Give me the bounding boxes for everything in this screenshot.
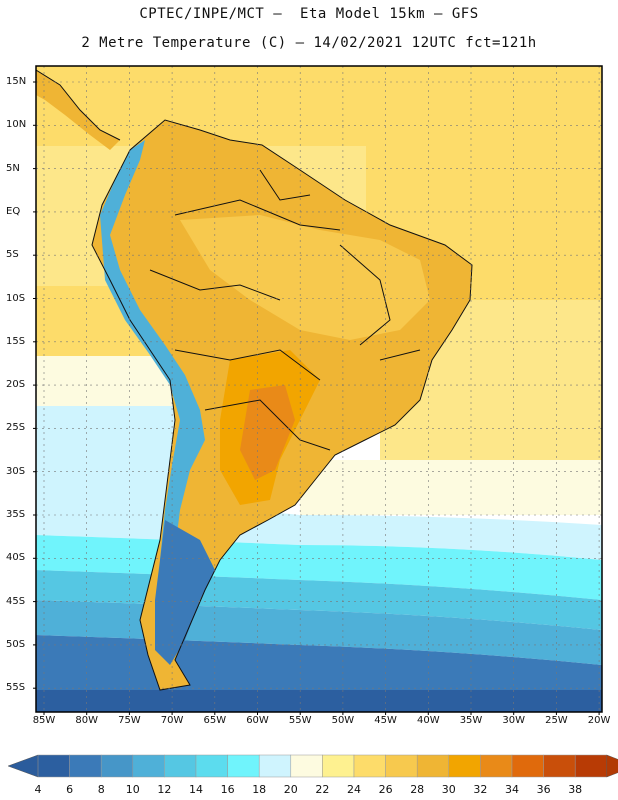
lon-label: 60W [246, 715, 269, 726]
colorbar-value: 32 [473, 783, 488, 796]
colorbar-swatch [69, 754, 102, 778]
colorbar-value: 16 [220, 783, 235, 796]
lat-label: 40S [6, 552, 26, 564]
lat-label: 55S [6, 682, 26, 694]
central-america [36, 70, 120, 150]
lat-label: 50S [6, 638, 26, 650]
lon-label: 20W [587, 715, 611, 726]
band-4 [36, 690, 602, 712]
colorbar-swatch [543, 754, 576, 778]
colorbar-swatch [164, 754, 197, 778]
lon-label: 70W [160, 715, 184, 726]
lon-label: 40W [416, 715, 440, 726]
colorbar-value: 10 [125, 783, 140, 796]
lat-label: 10S [6, 292, 26, 304]
colorbar-value: 8 [97, 783, 105, 796]
lat-label: 15N [6, 76, 27, 87]
chaco-hottest-region [240, 385, 295, 480]
colorbar-swatch [353, 754, 386, 778]
colorbar-value: 24 [347, 783, 361, 796]
colorbar-swatch [574, 754, 608, 778]
lon-label: 75W [118, 715, 141, 726]
lon-label: 85W [32, 715, 56, 726]
colorbar [7, 754, 618, 778]
lat-label: 15S [6, 335, 26, 347]
graticule [36, 66, 602, 712]
lon-label: 55W [288, 715, 312, 726]
lat-label: 30S [6, 465, 26, 477]
lon-label: 45W [374, 715, 397, 726]
colorbar-value: 4 [34, 783, 42, 796]
band-atlantic-mild [300, 460, 602, 515]
colorbar-value: 6 [66, 783, 74, 796]
lon-label: 80W [75, 715, 98, 726]
colorbar-swatch [258, 754, 292, 778]
temperature-field [36, 66, 602, 712]
lon-label: 35W [459, 715, 483, 726]
colorbar-swatch [322, 754, 355, 778]
colorbar-low-arrow [7, 754, 39, 778]
colorbar-value: 18 [252, 783, 267, 796]
map-frame [35, 65, 603, 713]
lat-label: EQ [6, 205, 21, 217]
colorbar-value: 34 [505, 783, 519, 796]
lon-label: 30W [502, 715, 525, 726]
patagonia-cold [155, 520, 215, 665]
map-title-line1: CPTEC/INPE/MCT – Eta Model 15km – GFS [139, 6, 479, 22]
colorbar-value: 36 [536, 783, 551, 796]
band-pacific-cool [36, 406, 176, 506]
colorbar-swatch [416, 754, 450, 778]
lon-label: 25W [545, 715, 568, 726]
colorbar-value: 28 [410, 783, 425, 796]
lon-label: 65W [203, 715, 227, 726]
colorbar-value: 20 [283, 783, 298, 796]
lat-label: 5N [6, 162, 20, 174]
colorbar-value: 14 [189, 783, 203, 796]
lat-label: 35S [6, 509, 26, 520]
colorbar-swatch [480, 754, 513, 778]
colorbar-value: 38 [568, 783, 583, 796]
colorbar-swatch [448, 754, 481, 778]
lon-label: 50W [331, 715, 355, 726]
lat-label: 10N [6, 119, 27, 131]
band-north-atlantic [36, 66, 602, 146]
map-title-line2: 2 Metre Temperature (C) – 14/02/2021 12U… [81, 35, 537, 51]
coastlines-and-borders [36, 69, 473, 691]
colorbar-swatch [511, 754, 544, 778]
colorbar-swatch [290, 754, 323, 778]
colorbar-swatch [37, 754, 70, 778]
lat-label: 25S [6, 422, 26, 434]
colorbar-swatch [227, 754, 260, 778]
colorbar-swatch [132, 754, 165, 778]
colorbar-high-arrow [606, 754, 618, 778]
colorbar-value: 30 [441, 783, 456, 796]
lat-label: 5S [6, 249, 19, 261]
lat-label: 45S [6, 595, 26, 607]
colorbar-swatch [385, 754, 418, 778]
colorbar-value: 12 [157, 783, 172, 796]
axis-ticks [33, 81, 600, 715]
lat-label: 20S [6, 379, 26, 391]
andes-cold-strip [100, 140, 205, 650]
colorbar-value: 26 [378, 783, 393, 796]
colorbar-swatch [100, 754, 134, 778]
amazon-region [180, 215, 430, 340]
colorbar-swatch [195, 754, 228, 778]
colorbar-value: 22 [315, 783, 330, 796]
